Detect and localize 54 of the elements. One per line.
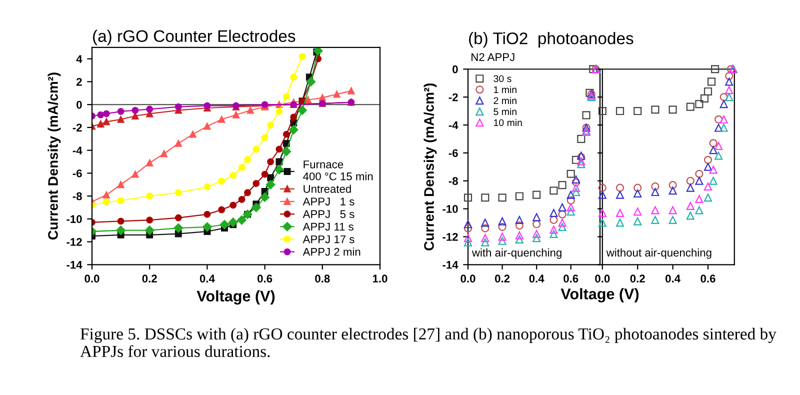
y-axis-title: Current Density (mA/cm²) [48,72,61,240]
legend-label: APPJ 1 s [302,198,354,206]
text: N2 APPJ [472,53,514,62]
y-tick-label: -2 [72,124,82,132]
annotation: without air-quenching [606,248,712,259]
chart-title: (a) rGO Counter Electrodes [93,30,296,46]
y-tick-label: -12 [442,232,458,241]
y-tick-label: -2 [448,93,458,102]
y-tick-label: -14 [442,261,458,269]
x-axis-title: Voltage (V) [196,290,275,305]
y-tick-label: -12 [66,238,82,246]
y-tick-label: -8 [448,177,458,185]
x-tick-label: 1.0 [372,274,388,283]
legend-label: APPJ 2 min [302,248,360,256]
y-tick-label: -10 [442,205,458,213]
y-tick-label: -4 [448,121,458,130]
x-tick-label: 0.0 [460,274,476,283]
legend-label: APPJ 17 s [302,235,354,244]
x-tick-label: 0.0 [84,274,100,283]
y-tick-label: -6 [448,149,458,158]
legend-label: Furnace 400 °C 15 min [303,160,373,180]
legend-label: 10 min [494,118,522,126]
y-tick-label: -14 [66,261,82,269]
legend-label: APPJ 11 s [302,222,354,231]
y-tick-label: 2 [76,78,82,86]
y-tick-label: 0 [76,100,82,109]
y-tick-label: 0 [452,65,458,74]
y-tick-label: -8 [72,192,82,200]
x-tick-label: 0.6 [564,274,578,283]
x-tick-label: 0.6 [258,274,272,283]
x-tick-label: 0.4 [529,274,544,283]
legend-label: 1 min [494,86,516,94]
x-axis-title: Voltage (V) [560,288,639,302]
x-tick-label: 0.0 [595,274,610,283]
y-axis-title: Current Density (mA/cm²) [424,83,437,250]
legend-label: 30 s [494,75,512,82]
y-tick-label: 4 [76,55,82,63]
y-tick-label: -6 [72,169,82,178]
legend-label: 2 min [494,96,516,104]
x-tick-label: 0.8 [315,274,330,283]
x-tick-label: 0.4 [200,274,215,283]
caption: Figure 5. DSSCs with (a) rGO counter electrodes [27] and (b) nanoporous TiO₂ photoanodes sintered by APPJs for various durations. [80,328,776,358]
legend-label: 5 min [494,108,516,116]
x-tick-label: 0.6 [700,274,716,283]
legend-label: Untreated [304,184,351,193]
y-tick-label: -10 [66,215,82,224]
x-tick-label: 0.4 [666,274,680,283]
y-tick-label: -4 [72,146,82,154]
x-tick-label: 0.2 [495,274,510,283]
annotation: with air-quenching [472,248,562,259]
x-tick-label: 0.2 [630,274,645,283]
legend-label: APPJ 5 s [302,210,354,218]
chart-title: (b) TiO2 photoanodes [469,32,634,48]
x-tick-label: 0.2 [142,274,157,283]
